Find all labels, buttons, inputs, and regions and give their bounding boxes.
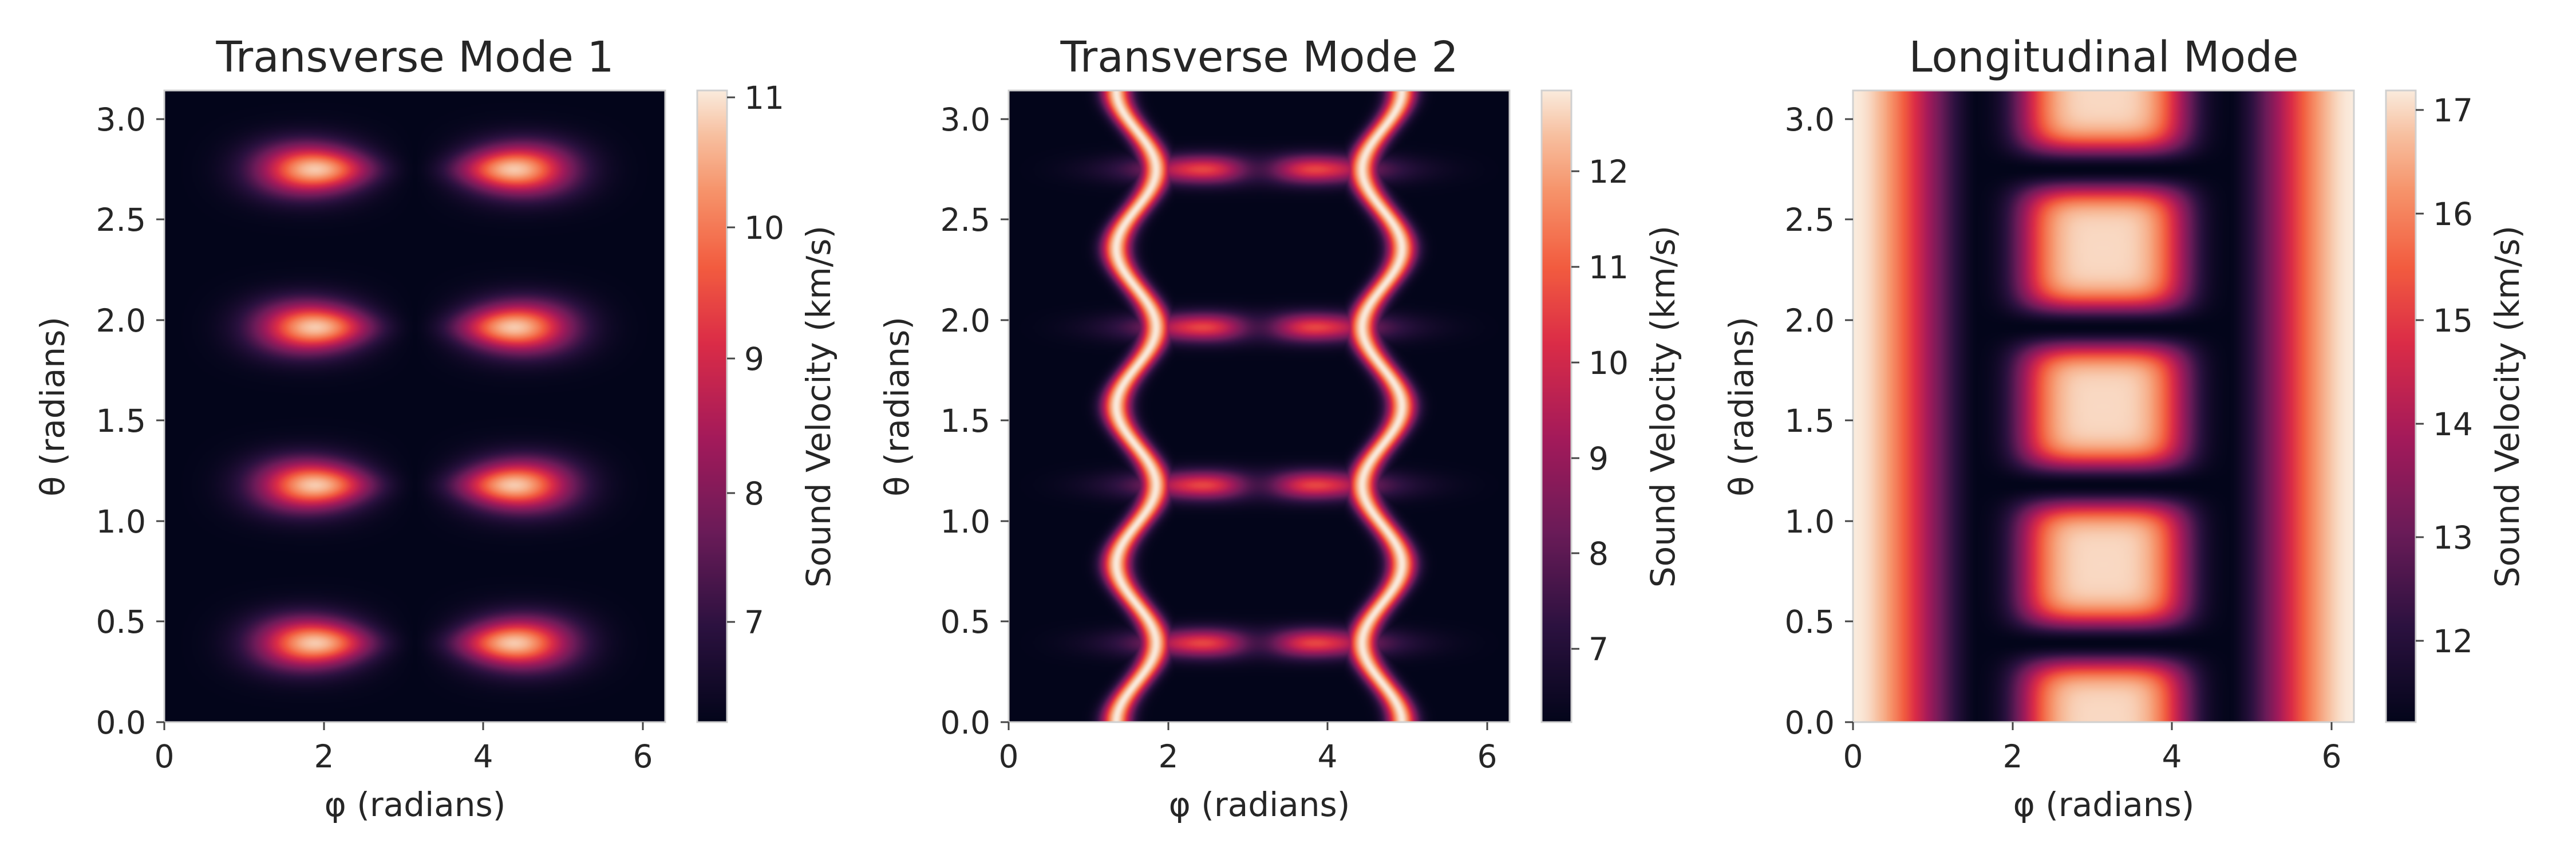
colorbar-tick-label: 16 bbox=[2433, 196, 2473, 233]
colorbar-label: Sound Velocity (km/s) bbox=[1643, 226, 1682, 588]
panel-title: Transverse Mode 2 bbox=[1060, 33, 1458, 82]
colorbar-tick-label: 11 bbox=[744, 80, 784, 116]
y-tick-label: 2.5 bbox=[941, 202, 990, 238]
x-tick-label: 4 bbox=[1318, 738, 1338, 775]
heatmap-image bbox=[1853, 90, 2354, 722]
heatmap-plot-area bbox=[1009, 90, 1510, 722]
x-tick-label: 0 bbox=[155, 738, 175, 775]
colorbar-tick-label: 15 bbox=[2433, 302, 2473, 339]
colorbar-tick-label: 13 bbox=[2433, 519, 2473, 556]
colorbar-frame bbox=[696, 89, 728, 723]
x-tick-label: 4 bbox=[473, 738, 493, 775]
x-tick-label: 4 bbox=[2162, 738, 2182, 775]
colorbar-tick-label: 17 bbox=[2433, 92, 2473, 129]
x-tick-label: 0 bbox=[999, 738, 1019, 775]
colorbar-tick-label: 9 bbox=[1589, 440, 1609, 477]
y-tick-label: 3.0 bbox=[96, 101, 146, 138]
y-axis-label: θ (radians) bbox=[33, 317, 72, 497]
y-tick-label: 1.5 bbox=[1785, 403, 1835, 439]
heatmap-plot-area bbox=[164, 90, 665, 722]
x-tick-label: 2 bbox=[314, 738, 334, 775]
colorbar-tick-label: 12 bbox=[1589, 153, 1629, 190]
plot-frame bbox=[1852, 89, 2355, 723]
x-axis: 0 2 4 6 φ (radians) bbox=[999, 722, 1498, 824]
colorbar-tick-label: 11 bbox=[1589, 249, 1629, 286]
y-tick-label: 0.0 bbox=[96, 704, 146, 741]
colorbar-image bbox=[2386, 90, 2416, 722]
colorbar-gradient bbox=[1542, 90, 1571, 722]
colorbar-tick-label: 10 bbox=[1589, 345, 1629, 381]
colorbar-tick-label: 8 bbox=[1589, 535, 1609, 572]
x-axis: 0 2 4 6 φ (radians) bbox=[155, 722, 653, 824]
colorbar-label: Sound Velocity (km/s) bbox=[2488, 226, 2527, 588]
colorbar-tick-label: 9 bbox=[744, 341, 764, 377]
colorbar-tick-label: 8 bbox=[744, 475, 764, 512]
colorbar-label: Sound Velocity (km/s) bbox=[799, 226, 838, 588]
panel-transverse-mode-2: Transverse Mode 2 0 2 4 6 φ (radians) 0.… bbox=[878, 33, 1682, 824]
y-tick-label: 1.0 bbox=[1785, 503, 1835, 540]
colorbar: 7 8 9 10 11 Sound Velocity (km/s) bbox=[696, 80, 838, 723]
x-tick-label: 2 bbox=[1159, 738, 1179, 775]
panel-longitudinal-mode: Longitudinal Mode 0 2 4 6 φ (radians) 0.… bbox=[1722, 33, 2527, 824]
colorbar: 7 8 9 10 11 12 Sound Velocity (km/s) bbox=[1540, 89, 1682, 723]
colorbar: 12 13 14 15 16 17 Sound Velocity (km/s) bbox=[2385, 89, 2527, 723]
y-tick-label: 0.0 bbox=[941, 704, 990, 741]
y-tick-label: 0.5 bbox=[96, 604, 146, 640]
x-axis-label: φ (radians) bbox=[2013, 785, 2195, 824]
x-tick-label: 6 bbox=[633, 738, 653, 775]
y-tick-label: 2.5 bbox=[96, 202, 146, 238]
y-axis: 0.0 0.5 1.0 1.5 2.0 2.5 3.0 θ (radians) bbox=[33, 101, 164, 741]
y-tick-label: 1.0 bbox=[96, 503, 146, 540]
y-tick-label: 2.0 bbox=[96, 302, 146, 339]
y-tick-label: 3.0 bbox=[1785, 101, 1835, 138]
y-axis: 0.0 0.5 1.0 1.5 2.0 2.5 3.0 θ (radians) bbox=[878, 101, 1009, 741]
colorbar-tick-label: 10 bbox=[744, 210, 784, 246]
colorbar-tick-label: 7 bbox=[744, 604, 764, 641]
y-tick-label: 2.5 bbox=[1785, 202, 1835, 238]
y-tick-label: 0.0 bbox=[1785, 704, 1835, 741]
panel-transverse-mode-1: Transverse Mode 1 0 2 4 6 φ (radians) bbox=[33, 33, 838, 824]
x-tick-label: 0 bbox=[1843, 738, 1863, 775]
colorbar-gradient bbox=[2386, 90, 2416, 722]
x-axis-label: φ (radians) bbox=[325, 785, 506, 824]
y-axis-label: θ (radians) bbox=[1722, 317, 1761, 497]
panel-title: Transverse Mode 1 bbox=[215, 33, 614, 82]
colorbar-tick-label: 14 bbox=[2433, 406, 2473, 443]
plot-frame bbox=[163, 89, 666, 723]
x-axis-label: φ (radians) bbox=[1169, 785, 1350, 824]
y-tick-label: 3.0 bbox=[941, 101, 990, 138]
x-tick-label: 6 bbox=[1477, 738, 1498, 775]
colorbar-tick-label: 12 bbox=[2433, 623, 2473, 660]
colorbar-gradient bbox=[697, 90, 727, 722]
x-tick-label: 2 bbox=[2003, 738, 2023, 775]
y-tick-label: 0.5 bbox=[1785, 604, 1835, 640]
heatmap-image bbox=[1009, 90, 1510, 722]
colorbar-frame bbox=[2385, 89, 2417, 723]
y-tick-label: 1.5 bbox=[96, 403, 146, 439]
x-axis: 0 2 4 6 φ (radians) bbox=[1843, 722, 2342, 824]
colorbar-frame bbox=[1540, 89, 1573, 723]
y-tick-label: 2.0 bbox=[1785, 302, 1835, 339]
plot-frame bbox=[1008, 89, 1511, 723]
y-axis-label: θ (radians) bbox=[878, 317, 916, 497]
heatmap-image bbox=[164, 90, 665, 722]
heatmap-plot-area bbox=[1853, 90, 2354, 722]
y-tick-label: 1.0 bbox=[941, 503, 990, 540]
panel-title: Longitudinal Mode bbox=[1909, 33, 2298, 82]
colorbar-tick-label: 7 bbox=[1589, 631, 1609, 668]
colorbar-image bbox=[697, 90, 727, 722]
colorbar-image bbox=[1542, 90, 1571, 722]
y-tick-label: 0.5 bbox=[941, 604, 990, 640]
y-axis: 0.0 0.5 1.0 1.5 2.0 2.5 3.0 θ (radians) bbox=[1722, 101, 1853, 741]
y-tick-label: 2.0 bbox=[941, 302, 990, 339]
y-tick-label: 1.5 bbox=[941, 403, 990, 439]
x-tick-label: 6 bbox=[2322, 738, 2342, 775]
